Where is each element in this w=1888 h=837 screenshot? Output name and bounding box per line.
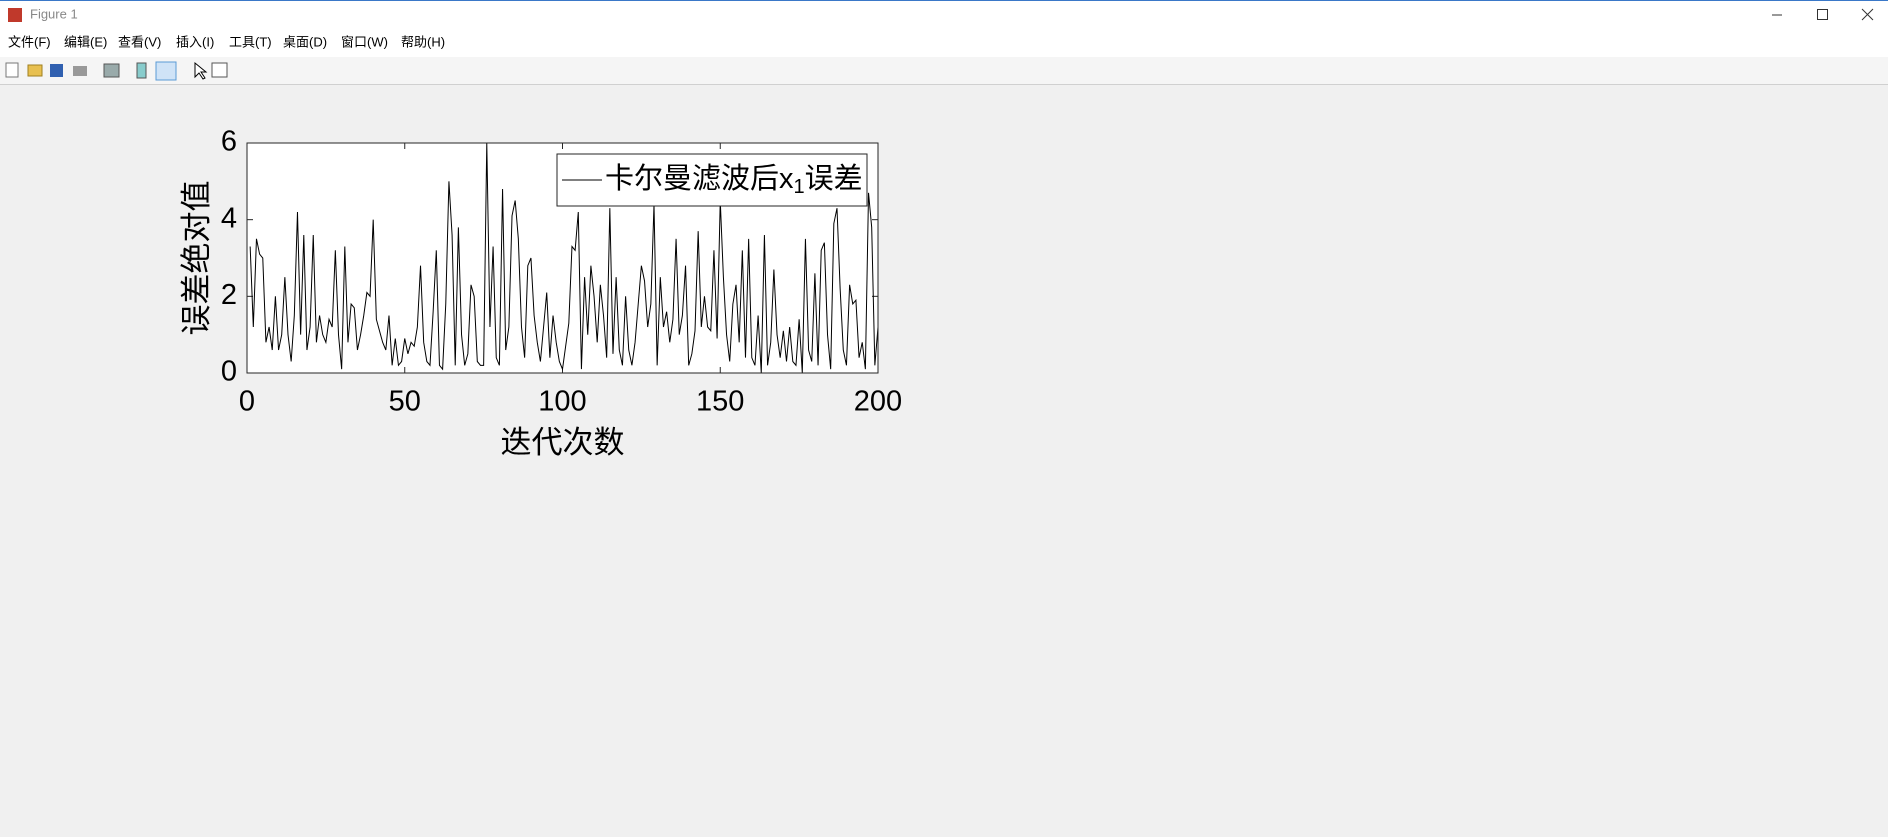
x-tick-label: 200 (854, 386, 902, 418)
menu-bar: 文件(F) 编辑(E) 查看(V) 插入(I) 工具(T) 桌面(D) 窗口(W… (8, 34, 445, 49)
window-title: Figure 1 (30, 6, 78, 21)
menu-item[interactable]: 插入(I) (176, 34, 214, 49)
toolbar-buttons (5, 61, 228, 81)
y-tick-label: 0 (221, 356, 237, 388)
legend-box (556, 153, 868, 207)
title-menu-bg (0, 0, 1888, 57)
menu-item[interactable]: 帮助(H) (401, 34, 445, 49)
menu-item[interactable]: 文件(F) (8, 34, 51, 49)
pointer-button[interactable] (194, 61, 208, 80)
open-button[interactable] (27, 64, 43, 77)
toolbar (0, 57, 1888, 84)
data-line (249, 142, 879, 374)
menu-item[interactable]: 编辑(E) (64, 34, 107, 49)
menu-item[interactable]: 桌面(D) (283, 34, 327, 49)
x-tick-label: 0 (239, 386, 255, 418)
y-tick-label: 6 (221, 126, 237, 158)
x-tick-label: 100 (538, 386, 586, 418)
x-axis-label: 迭代次数 (501, 425, 625, 460)
app-icon (8, 8, 22, 22)
chart: 0 50 100 150 200 0 2 4 6 迭代次数 误差绝对值 卡尔曼滤波后x1误差 (179, 126, 902, 461)
legend-button[interactable] (155, 61, 177, 81)
legend-label: 卡尔曼滤波后x1误差 (605, 162, 863, 199)
link-button[interactable] (103, 63, 120, 78)
x-tick-label: 150 (696, 386, 744, 418)
new-button[interactable] (5, 62, 19, 78)
y-tick-label: 2 (221, 279, 237, 311)
menu-item[interactable]: 窗口(W) (341, 34, 388, 49)
print-button[interactable] (73, 66, 87, 76)
axes-box (246, 142, 879, 374)
x-tick-label: 50 (389, 386, 421, 418)
colorbar-button[interactable] (136, 62, 147, 79)
menu-item[interactable]: 查看(V) (118, 34, 161, 49)
property-button[interactable] (211, 62, 228, 78)
close-button[interactable] (1861, 8, 1874, 21)
maximize-button[interactable] (1817, 9, 1828, 20)
y-tick-label: 4 (221, 202, 237, 234)
menu-item[interactable]: 工具(T) (229, 34, 272, 49)
y-axis-label: 误差绝对值 (179, 181, 214, 336)
save-button[interactable] (50, 64, 63, 77)
